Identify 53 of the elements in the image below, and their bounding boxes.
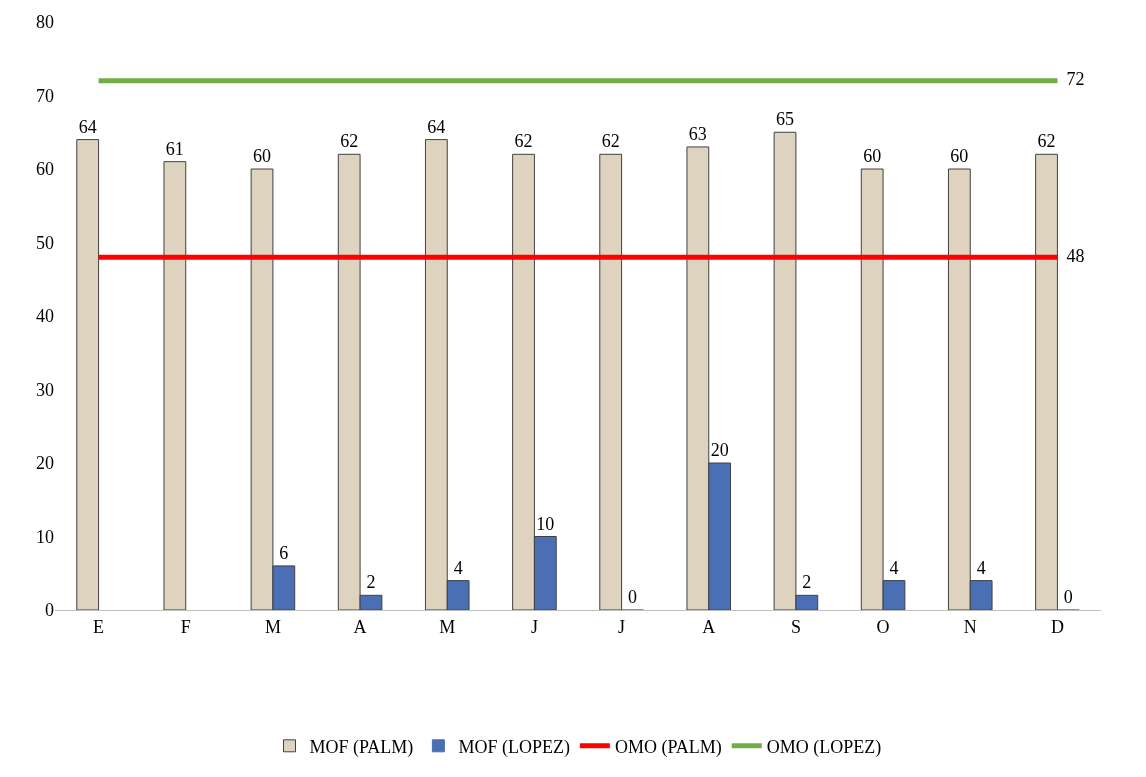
data-label: 6 bbox=[279, 542, 289, 563]
bar bbox=[76, 139, 100, 610]
data-label: 64 bbox=[78, 116, 97, 137]
bar bbox=[599, 153, 623, 610]
x-tick-label: J bbox=[530, 616, 538, 637]
x-tick-label: A bbox=[353, 616, 367, 637]
x-tick-label: O bbox=[876, 616, 890, 637]
data-label: 62 bbox=[601, 131, 620, 152]
y-tick-label: 40 bbox=[36, 306, 54, 327]
x-tick-label: M bbox=[264, 616, 281, 637]
data-label: 10 bbox=[536, 513, 555, 534]
x-tick-label: A bbox=[702, 616, 716, 637]
x-tick-label: J bbox=[618, 616, 626, 637]
x-tick-label: S bbox=[790, 616, 801, 637]
y-tick-label: 20 bbox=[36, 453, 54, 474]
data-label: 62 bbox=[340, 131, 359, 152]
x-tick-label: N bbox=[963, 616, 977, 637]
data-label: 4 bbox=[976, 557, 986, 578]
legend-label: MOF (PALM) bbox=[309, 736, 414, 758]
data-label: 60 bbox=[863, 146, 882, 166]
y-tick-label: 10 bbox=[36, 526, 54, 547]
data-label: 65 bbox=[776, 109, 795, 130]
y-tick-label: 30 bbox=[36, 379, 54, 400]
data-label: 2 bbox=[366, 572, 376, 593]
data-label: 62 bbox=[514, 131, 533, 152]
data-label: 72 bbox=[1057, 69, 1085, 90]
data-label: 62 bbox=[1037, 131, 1056, 152]
y-tick-label: 80 bbox=[36, 12, 54, 33]
data-label: 4 bbox=[889, 557, 899, 578]
bar bbox=[163, 161, 187, 610]
y-tick-label: 60 bbox=[36, 159, 54, 180]
data-label: 20 bbox=[710, 440, 729, 460]
data-label: 0 bbox=[627, 587, 637, 607]
data-label: 60 bbox=[253, 146, 272, 166]
data-label: 61 bbox=[165, 138, 184, 159]
legend-label: OMO (LOPEZ) bbox=[766, 736, 882, 758]
legend-label: OMO (PALM) bbox=[614, 736, 722, 758]
legend-label: MOF (LOPEZ) bbox=[458, 736, 570, 758]
data-label: 64 bbox=[427, 116, 446, 137]
x-tick-label: D bbox=[1050, 616, 1064, 637]
data-label: 0 bbox=[1063, 587, 1073, 607]
y-tick-label: 50 bbox=[36, 232, 54, 253]
data-label: 48 bbox=[1057, 245, 1085, 266]
data-label: 4 bbox=[453, 557, 463, 578]
x-tick-label: E bbox=[93, 616, 105, 637]
data-label: 63 bbox=[688, 123, 707, 144]
bar bbox=[1035, 153, 1058, 610]
x-tick-label: F bbox=[180, 616, 191, 637]
data-label: 60 bbox=[950, 146, 969, 166]
x-tick-label: M bbox=[439, 616, 456, 637]
data-label: 2 bbox=[802, 572, 812, 593]
y-tick-label: 0 bbox=[45, 600, 54, 621]
y-tick-label: 70 bbox=[36, 85, 54, 106]
